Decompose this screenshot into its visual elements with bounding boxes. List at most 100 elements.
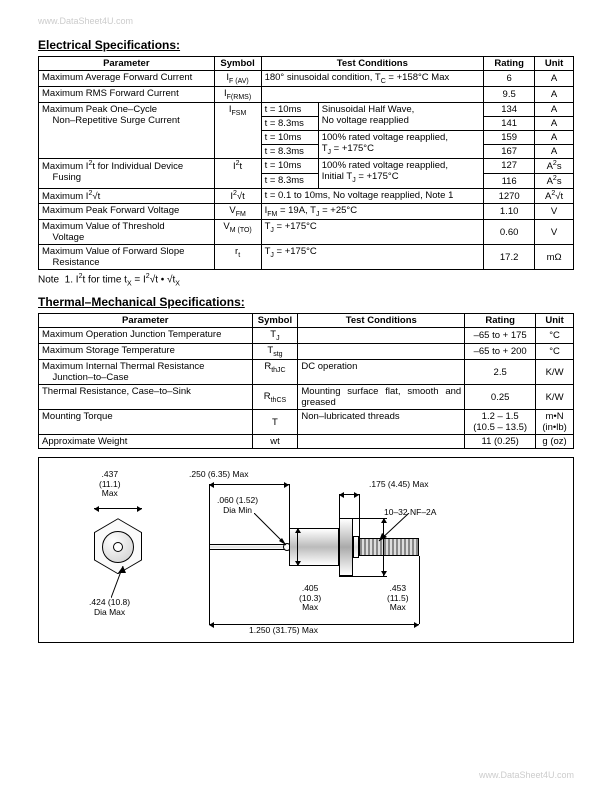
cell-symbol: IFSM — [214, 102, 261, 158]
cell-symbol: RthCS — [252, 385, 298, 410]
cell-cond: t = 0.1 to 10ms, No voltage reapplied, N… — [261, 189, 484, 204]
cell-rating: 9.5 — [484, 86, 535, 102]
arrow-453 — [383, 518, 384, 576]
cell-rating: 0.25 — [465, 385, 536, 410]
cell-rating: 1.10 — [484, 204, 535, 220]
th-parameter: Parameter — [39, 57, 215, 71]
cell-param: Maximum Internal Thermal Resistance Junc… — [39, 360, 253, 385]
cell-cond: Mounting surface flat, smooth and grease… — [298, 385, 465, 410]
cell-unit: g (oz) — [536, 435, 574, 449]
table-row: Maximum Peak Forward Voltage VFM IFM = 1… — [39, 204, 574, 220]
cell-rating: –65 to + 200 — [465, 344, 536, 360]
cell-symbol: IF (AV) — [214, 71, 261, 87]
cell-param: Mounting Torque — [39, 410, 253, 435]
table-header-row: Parameter Symbol Test Conditions Rating … — [39, 314, 574, 328]
cell-rating: 1270 — [484, 189, 535, 204]
cell-cond: TJ = +175°C — [261, 245, 484, 270]
ext-line — [419, 556, 420, 624]
table-row: Approximate Weight wt 11 (0.25) g (oz) — [39, 435, 574, 449]
hex-flange — [339, 518, 353, 576]
table-row: Thermal Resistance, Case–to–Sink RthCS M… — [39, 385, 574, 410]
cell-symbol: VFM — [214, 204, 261, 220]
cell-cond — [298, 344, 465, 360]
cell-param: Maximum I2t for Individual Device Fusing — [39, 158, 215, 188]
thermal-title: Thermal–Mechanical Specifications: — [38, 295, 574, 309]
note-1: Note 1. I2t for time tX = I2√t • √tX — [38, 273, 574, 287]
cell-param: Thermal Resistance, Case–to–Sink — [39, 385, 253, 410]
table-row: Mounting Torque T Non–lubricated threads… — [39, 410, 574, 435]
cell-unit: °C — [536, 328, 574, 344]
electrical-title: Electrical Specifications: — [38, 38, 574, 52]
ext-line — [339, 494, 340, 518]
cell-cond1: t = 8.3ms — [261, 144, 318, 158]
table-row: Maximum Operation Junction Temperature T… — [39, 328, 574, 344]
cell-cond: Non–lubricated threads — [298, 410, 465, 435]
cell-unit: A — [535, 144, 574, 158]
cell-param: Maximum Value of Threshold Voltage — [39, 220, 215, 245]
cell-symbol: IF(RMS) — [214, 86, 261, 102]
cell-unit: mΩ — [535, 245, 574, 270]
cell-rating: 17.2 — [484, 245, 535, 270]
cell-unit: m•N(in•lb) — [536, 410, 574, 435]
cell-unit: A — [535, 130, 574, 144]
cell-cond: IFM = 19A, TJ = +25°C — [261, 204, 484, 220]
th-unit: Unit — [535, 57, 574, 71]
cell-param: Maximum RMS Forward Current — [39, 86, 215, 102]
cell-cond2: 100% rated voltage reapplied,TJ = +175°C — [318, 130, 483, 158]
table-row: Maximum Value of Forward Slope Resistanc… — [39, 245, 574, 270]
cell-symbol: RthJC — [252, 360, 298, 385]
dim-1250: 1.250 (31.75) Max — [249, 626, 318, 635]
cell-cond: TJ = +175°C — [261, 220, 484, 245]
cell-symbol: TJ — [252, 328, 298, 344]
cell-cond1: t = 8.3ms — [261, 116, 318, 130]
table-row: Maximum Average Forward Current IF (AV) … — [39, 71, 574, 87]
cell-cond — [298, 328, 465, 344]
cell-param: Maximum Average Forward Current — [39, 71, 215, 87]
ext-line — [289, 484, 290, 528]
cell-unit: A2√t — [535, 189, 574, 204]
cell-param: Maximum Peak Forward Voltage — [39, 204, 215, 220]
th-rating: Rating — [484, 57, 535, 71]
cell-cond1: t = 10ms — [261, 158, 318, 173]
cell-cond1: t = 10ms — [261, 102, 318, 116]
cell-symbol: Tstg — [252, 344, 298, 360]
ext-line — [339, 518, 387, 519]
arrow-1250 — [209, 624, 419, 625]
cell-symbol: I2t — [214, 158, 261, 188]
leader-060 — [254, 513, 289, 548]
dim-250: .250 (6.35) Max — [189, 470, 249, 479]
dim-453: .453(11.5)Max — [387, 584, 409, 612]
cell-rating: 141 — [484, 116, 535, 130]
table-header-row: Parameter Symbol Test Conditions Rating … — [39, 57, 574, 71]
cell-rating: 134 — [484, 102, 535, 116]
table-row: Maximum Peak One–Cycle Non–Repetitive Su… — [39, 102, 574, 116]
th-rating: Rating — [465, 314, 536, 328]
cell-cond: 180° sinusoidal condition, TC = +158°C M… — [261, 71, 484, 87]
th-symbol: Symbol — [252, 314, 298, 328]
ext-line — [209, 550, 210, 624]
leader-424 — [111, 566, 136, 601]
table-row: Maximum I2√t I2√t t = 0.1 to 10ms, No vo… — [39, 189, 574, 204]
cell-cond1: t = 10ms — [261, 130, 318, 144]
table-row: Maximum I2t for Individual Device Fusing… — [39, 158, 574, 173]
cell-unit: K/W — [536, 385, 574, 410]
th-symbol: Symbol — [214, 57, 261, 71]
watermark-top: www.DataSheet4U.com — [38, 16, 133, 26]
cell-rating: –65 to + 175 — [465, 328, 536, 344]
arrow-250 — [209, 484, 289, 485]
electrical-table: Parameter Symbol Test Conditions Rating … — [38, 56, 574, 270]
dim-060: .060 (1.52)Dia Min — [217, 496, 258, 515]
cell-cond — [261, 86, 484, 102]
cell-param: Approximate Weight — [39, 435, 253, 449]
cell-cond — [298, 435, 465, 449]
dim-405: .405(10.3)Max — [299, 584, 321, 612]
dim-175: .175 (4.45) Max — [369, 480, 429, 489]
dim-437: .437(11.1)Max — [99, 470, 121, 498]
cell-rating: 116 — [484, 173, 535, 188]
ext-line — [359, 494, 360, 538]
arrow-437 — [94, 508, 142, 509]
cell-unit: K/W — [536, 360, 574, 385]
cell-symbol: rt — [214, 245, 261, 270]
cell-rating: 1.2 – 1.5(10.5 – 13.5) — [465, 410, 536, 435]
th-unit: Unit — [536, 314, 574, 328]
